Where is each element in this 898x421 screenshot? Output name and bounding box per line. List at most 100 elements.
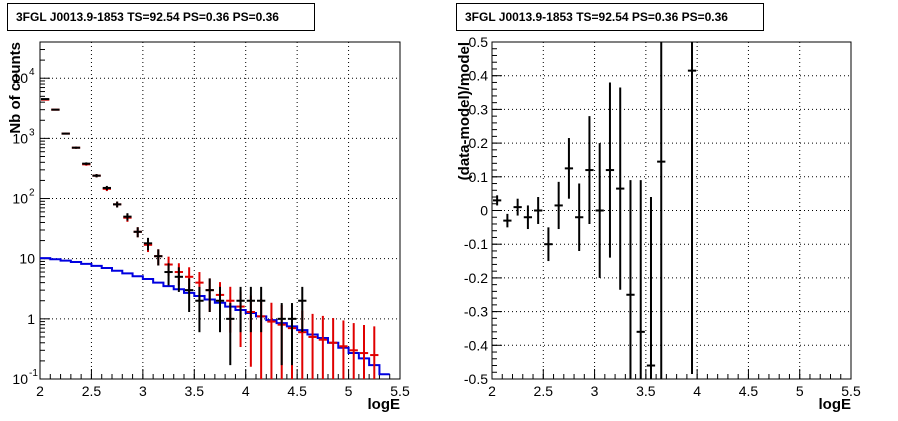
model-point [359,325,369,379]
model-point [318,315,327,379]
y-tick-exponent: -1 [29,368,38,379]
data-point [236,286,245,333]
x-tick-label: 4.5 [287,383,307,399]
data-series [41,98,307,366]
y-tick-label: -0.3 [464,304,488,320]
data-point [298,286,307,333]
data-point [71,146,81,149]
data-point [164,263,173,286]
data-point [154,249,163,266]
data-point [133,227,142,238]
model-point [339,320,348,379]
data-point [195,286,204,333]
residual-point [534,197,543,224]
y-tick-exponent: 2 [29,188,35,199]
data-point [123,213,132,221]
y-tick-label: 10 3 [12,127,35,146]
data-point [102,185,111,191]
y-tick-label: 0.1 [469,169,489,185]
x-tick-label: 3.5 [185,383,205,399]
x-tick-label: 4.5 [739,383,759,399]
data-point [61,132,70,135]
y-tick-exponent: 4 [29,67,35,78]
data-point [287,303,297,366]
model-point [370,326,379,379]
x-tick-label: 5.5 [841,383,861,399]
residual-point [523,205,533,230]
residual-series [493,42,697,379]
residual-point [503,213,512,228]
chart-title: 3FGL J0013.9-1853 TS=92.54 PS=0.36 PS=0.… [456,3,764,31]
plot-frame [491,41,852,380]
y-axis-label: (data-model)/model [456,42,473,180]
counts-spectrum-panel: 2 2.5 3 3.5 4 4.5 5 5.5 10 -1 1 10 10 2 10 3 10 4 logE Nb o… [7,3,410,413]
residual-point [544,227,553,262]
residual-point [646,197,656,379]
data-point [246,286,255,333]
residual-point [513,198,522,216]
y-tick-label: 10 [19,251,35,267]
residual-point [564,138,574,199]
y-tick-label: 0.5 [469,34,489,50]
y-tick-base: 10 [12,130,28,146]
model-point [349,323,358,379]
y-tick-label: 10 -1 [12,368,38,387]
data-point [82,162,91,165]
data-point [41,98,50,101]
y-tick-base: 10 [19,251,35,267]
residual-point [636,180,645,379]
x-tick-label: 2.5 [534,383,554,399]
x-tick-label: 3 [139,383,147,399]
x-tick-label: 3.5 [636,383,656,399]
y-tick-label: 0.2 [469,135,489,151]
y-tick-label: -0.1 [464,236,488,252]
residual-point [554,181,563,230]
x-tick-label: 5.5 [390,383,410,399]
chart-title: 3FGL J0013.9-1853 TS=92.54 PS=0.36 PS=0.… [7,3,315,31]
plot-frame [39,41,401,380]
data-point [185,278,194,312]
model-point [329,318,338,379]
residual-point [493,195,502,206]
residuals-plot: 2 2.5 3 3.5 4 4.5 5 5.5 -0.5 -0.4 -0.3 -0.2 -0.1 0 0.1… [456,34,861,413]
residual-point [575,183,584,251]
y-tick-label: 0.3 [469,101,489,117]
data-point [226,303,235,366]
residual-point [657,42,666,379]
x-tick-label: 5 [796,383,804,399]
y-tick-label: -0.5 [464,371,488,387]
model-point [308,313,317,379]
x-axis-label: logE [819,396,852,413]
y-tick-label: -0.2 [464,270,488,286]
y-tick-label: 0.4 [469,68,489,84]
residual-point [626,180,635,379]
model-point [267,302,276,379]
x-tick-label: 2 [488,383,496,399]
y-tick-label: 10 2 [12,188,35,207]
y-tick-base: 10 [12,70,28,86]
data-point [113,201,122,208]
x-tick-label: 2 [36,383,44,399]
residuals-panel: 2 2.5 3 3.5 4 4.5 5 5.5 -0.5 -0.4 -0.3 -0.2 -0.1 0 0.1… [449,0,898,421]
x-tick-label: 4 [693,383,701,399]
data-point [174,267,183,292]
residual-point [616,87,625,290]
y-tick-label: -0.4 [464,337,488,353]
residual-point [595,143,604,278]
residual-point [585,116,594,224]
y-tick-base: 10 [12,191,28,207]
residual-point [687,42,697,374]
data-point [215,286,225,333]
data-point [205,278,214,312]
x-tick-label: 2.5 [82,383,102,399]
y-tick-base: 10 [12,371,28,387]
data-point [277,303,286,366]
residual-point [605,82,615,258]
x-tick-label: 4 [242,383,250,399]
data-point [92,174,101,178]
x-tick-label: 3 [591,383,599,399]
data-point [51,108,60,111]
x-tick-label: 5 [345,383,353,399]
y-tick-label: 10 4 [12,67,35,86]
